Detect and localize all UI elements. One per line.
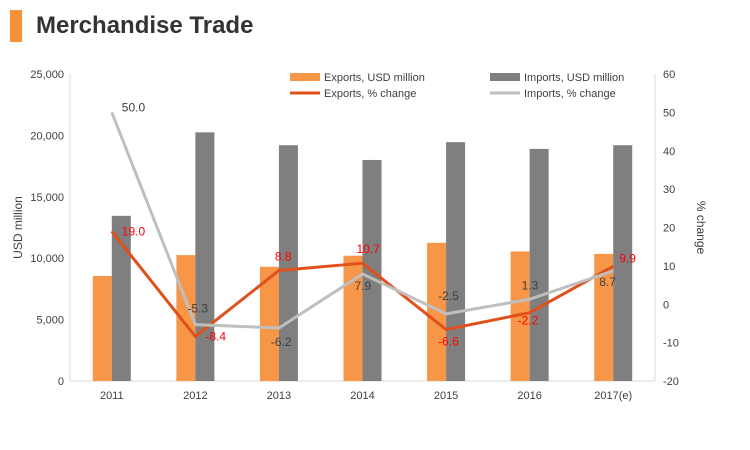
- imports-change-label: 7.9: [355, 279, 372, 293]
- left-tick-label: 0: [58, 376, 64, 388]
- imports-change-label: -6.2: [271, 335, 292, 349]
- exports-change-label: 10.7: [357, 242, 381, 256]
- x-tick-label: 2012: [183, 390, 207, 402]
- right-tick-label: 50: [663, 107, 675, 119]
- exports-bar: [259, 266, 279, 381]
- right-tick-label: 10: [663, 261, 675, 273]
- imports-change-label: 8.7: [599, 275, 616, 289]
- legend-swatch: [290, 73, 320, 81]
- exports-change-label: -8.4: [205, 329, 226, 343]
- x-tick-label: 2013: [267, 390, 291, 402]
- legend-label: Exports, % change: [324, 88, 416, 100]
- exports-change-label: 19.0: [122, 224, 146, 238]
- x-tick-label: 2014: [350, 390, 374, 402]
- exports-change-label: -2.2: [518, 314, 539, 328]
- legend-label: Imports, % change: [524, 88, 616, 100]
- imports-bar: [613, 145, 633, 381]
- exports-change-label: -6.6: [438, 335, 459, 349]
- imports-change-label: -2.5: [438, 289, 459, 303]
- legend-label: Imports, USD million: [524, 72, 624, 84]
- imports-change-label: 50.0: [122, 100, 146, 114]
- left-tick-label: 10,000: [30, 253, 64, 265]
- left-tick-label: 5,000: [36, 315, 64, 327]
- right-tick-label: -20: [663, 376, 679, 388]
- exports-change-label: 8.8: [275, 249, 292, 263]
- imports-bar: [529, 148, 549, 381]
- legend-label: Exports, USD million: [324, 72, 425, 84]
- y2-axis-title: % change: [694, 201, 708, 255]
- imports-change-label: 1.3: [522, 278, 539, 292]
- imports-bar: [446, 142, 466, 381]
- x-tick-label: 2015: [434, 390, 458, 402]
- exports-bar: [343, 255, 363, 381]
- exports-bar: [427, 242, 447, 381]
- x-tick-label: 2017(e): [594, 390, 632, 402]
- imports-change-label: -5.3: [187, 302, 208, 316]
- page-title: Merchandise Trade: [36, 12, 254, 39]
- right-tick-label: 40: [663, 146, 675, 158]
- x-tick-label: 2011: [100, 390, 124, 402]
- right-tick-label: 60: [663, 69, 675, 81]
- right-tick-label: 0: [663, 299, 669, 311]
- legend-swatch: [490, 73, 520, 81]
- imports-bar: [111, 215, 131, 381]
- y-axis-title: USD million: [11, 196, 25, 259]
- title-accent-bar: [10, 10, 22, 42]
- imports-change-line: [110, 111, 614, 330]
- right-tick-label: 30: [663, 184, 675, 196]
- imports-bar: [195, 132, 215, 381]
- left-tick-label: 25,000: [30, 69, 64, 81]
- x-tick-label: 2016: [517, 390, 541, 402]
- exports-change-line: [110, 230, 614, 338]
- left-tick-label: 20,000: [30, 130, 64, 142]
- exports-bar: [510, 251, 530, 381]
- exports-bar: [594, 253, 614, 381]
- imports-bar: [278, 145, 298, 381]
- right-tick-label: 20: [663, 223, 675, 235]
- exports-bar: [92, 276, 112, 381]
- right-tick-label: -10: [663, 338, 679, 350]
- left-tick-label: 15,000: [30, 192, 64, 204]
- exports-change-label: 9.9: [619, 251, 636, 265]
